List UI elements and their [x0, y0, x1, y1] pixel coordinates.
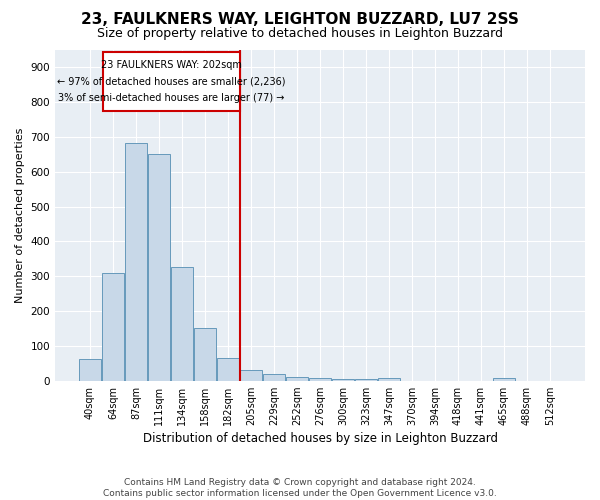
- Bar: [148, 154, 170, 380]
- Bar: [263, 374, 285, 380]
- Bar: [309, 378, 331, 380]
- Text: Size of property relative to detached houses in Leighton Buzzard: Size of property relative to detached ho…: [97, 28, 503, 40]
- Text: ← 97% of detached houses are smaller (2,236): ← 97% of detached houses are smaller (2,…: [57, 76, 286, 86]
- Text: 23, FAULKNERS WAY, LEIGHTON BUZZARD, LU7 2SS: 23, FAULKNERS WAY, LEIGHTON BUZZARD, LU7…: [81, 12, 519, 28]
- Text: Contains HM Land Registry data © Crown copyright and database right 2024.
Contai: Contains HM Land Registry data © Crown c…: [103, 478, 497, 498]
- Y-axis label: Number of detached properties: Number of detached properties: [15, 128, 25, 303]
- Bar: [493, 378, 515, 380]
- Bar: [286, 377, 308, 380]
- Bar: [332, 379, 354, 380]
- Text: 23 FAULKNERS WAY: 202sqm: 23 FAULKNERS WAY: 202sqm: [101, 60, 242, 70]
- Text: 3% of semi-detached houses are larger (77) →: 3% of semi-detached houses are larger (7…: [58, 92, 284, 102]
- Bar: [103, 52, 239, 111]
- Bar: [79, 359, 101, 380]
- Bar: [217, 358, 239, 380]
- X-axis label: Distribution of detached houses by size in Leighton Buzzard: Distribution of detached houses by size …: [143, 432, 497, 445]
- Bar: [171, 266, 193, 380]
- Bar: [240, 370, 262, 380]
- Bar: [102, 273, 124, 380]
- Bar: [194, 328, 216, 380]
- Bar: [355, 379, 377, 380]
- Bar: [125, 143, 147, 380]
- Bar: [378, 378, 400, 380]
